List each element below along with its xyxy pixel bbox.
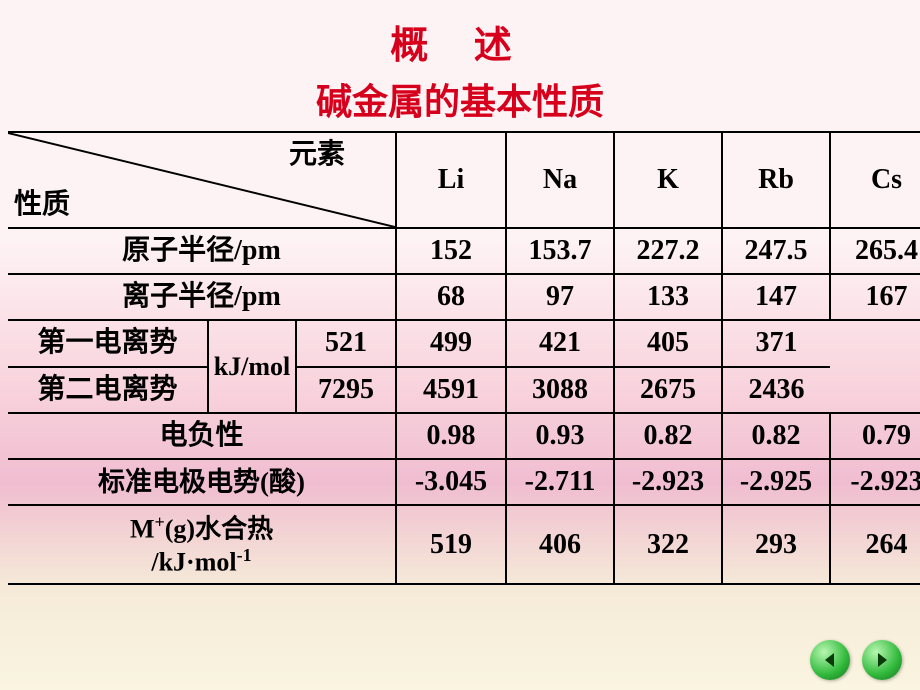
row-label: 第一电离势 [8,320,208,366]
cell: -3.045 [396,459,506,505]
cell: 152 [396,228,506,274]
cell: 3088 [506,367,614,413]
page-title-main: 概 述 [0,0,920,69]
cell: -2.923 [614,459,722,505]
cell: -2.923 [830,459,920,505]
row-label: M+(g)水合热/kJ·mol-1 [8,505,396,584]
cell: -2.711 [506,459,614,505]
table-row: M+(g)水合热/kJ·mol-1 519 406 322 293 264 [8,505,920,584]
cell: 0.98 [396,413,506,459]
cell: 227.2 [614,228,722,274]
cell: 147 [722,274,830,320]
header-element: Rb [722,132,830,228]
header-element: Cs [830,132,920,228]
cell: 0.82 [722,413,830,459]
row-label: 标准电极电势(酸) [8,459,396,505]
row-label: 离子半径/pm [8,274,396,320]
next-slide-button[interactable] [862,640,902,680]
row-label: 第二电离势 [8,367,208,413]
cell: 519 [396,505,506,584]
cell: 406 [506,505,614,584]
cell: 0.79 [830,413,920,459]
table-row: 标准电极电势(酸) -3.045 -2.711 -2.923 -2.925 -2… [8,459,920,505]
header-element: Li [396,132,506,228]
cell: 0.82 [614,413,722,459]
cell: 2436 [722,367,830,413]
cell: 133 [614,274,722,320]
cell: 264 [830,505,920,584]
cell: 421 [506,320,614,366]
header-diagonal-cell: 元素 性质 [8,132,396,228]
cell: 97 [506,274,614,320]
cell: -2.925 [722,459,830,505]
properties-table: 元素 性质 Li Na K Rb Cs 原子半径/pm 152 153.7 22… [8,131,920,585]
cell: 499 [396,320,506,366]
cell: 2675 [614,367,722,413]
cell: 322 [614,505,722,584]
cell: 371 [722,320,830,366]
table-row: 离子半径/pm 68 97 133 147 167 [8,274,920,320]
cell: 153.7 [506,228,614,274]
cell: 265.4 [830,228,920,274]
table-row: 第一电离势 kJ/mol 521 499 421 405 371 [8,320,920,366]
nav-controls [810,640,902,680]
cell: 0.93 [506,413,614,459]
header-element: K [614,132,722,228]
cell: 293 [722,505,830,584]
row-label: 电负性 [8,413,396,459]
prev-slide-button[interactable] [810,640,850,680]
cell: 405 [614,320,722,366]
page-title-sub: 碱金属的基本性质 [0,69,920,131]
table-row: 原子半径/pm 152 153.7 227.2 247.5 265.4 [8,228,920,274]
cell: 167 [830,274,920,320]
cell: 247.5 [722,228,830,274]
cell: 68 [396,274,506,320]
table-row: 电负性 0.98 0.93 0.82 0.82 0.79 [8,413,920,459]
header-col-label: 元素 [289,139,345,171]
cell: 521 [296,320,396,366]
cell: 4591 [396,367,506,413]
row-label: 原子半径/pm [8,228,396,274]
arrow-left-icon [820,650,840,670]
cell: 7295 [296,367,396,413]
table-header-row: 元素 性质 Li Na K Rb Cs [8,132,920,228]
header-element: Na [506,132,614,228]
header-row-label: 性质 [14,189,70,221]
row-unit: kJ/mol [208,320,296,412]
arrow-right-icon [872,650,892,670]
table-row: 第二电离势 7295 4591 3088 2675 2436 [8,367,920,413]
